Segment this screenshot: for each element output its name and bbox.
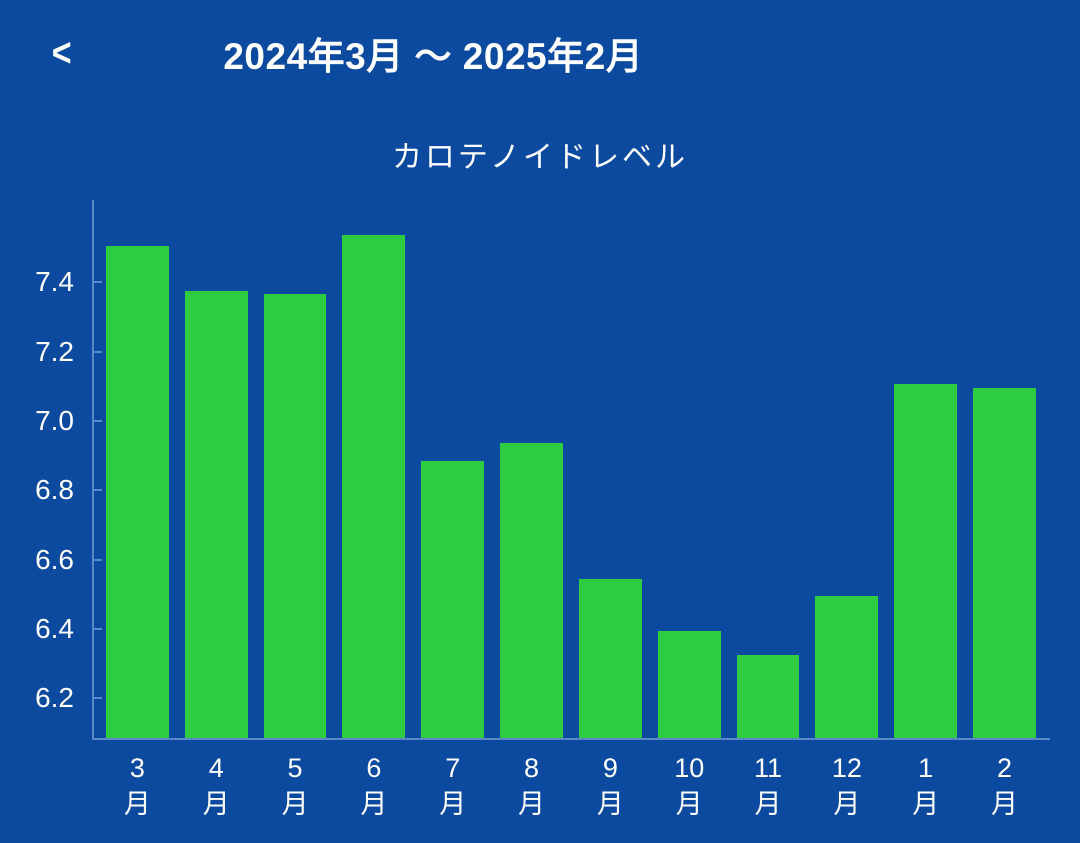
x-tick-label: 7 月 — [421, 750, 484, 823]
y-tick — [92, 420, 102, 422]
bar — [579, 579, 642, 738]
y-tick — [92, 559, 102, 561]
bar — [737, 655, 800, 738]
x-axis-line — [92, 738, 1050, 740]
bar — [264, 294, 327, 738]
y-tick — [92, 281, 102, 283]
y-tick-label: 6.4 — [35, 613, 92, 645]
x-tick-label: 8 月 — [500, 750, 563, 823]
carotenoid-chart: 6.26.46.66.87.07.27.4 3 月4 月5 月6 月7 月8 月… — [20, 220, 1060, 823]
bar — [185, 291, 248, 738]
bar-slot — [579, 579, 642, 738]
bars-container — [92, 220, 1050, 738]
bar-slot — [500, 443, 563, 738]
plot-area: 6.26.46.66.87.07.27.4 — [92, 220, 1050, 740]
bar-slot — [342, 235, 405, 738]
y-tick-label: 6.8 — [35, 474, 92, 506]
header: < 2024年3月 〜 2025年2月 — [0, 0, 1080, 90]
x-tick-label: 9 月 — [579, 750, 642, 823]
x-tick-label: 6 月 — [342, 750, 405, 823]
chart-subtitle: カロテノイドレベル — [0, 132, 1080, 176]
bar-slot — [658, 631, 721, 738]
bar-slot — [815, 596, 878, 738]
date-range-title: 2024年3月 〜 2025年2月 — [223, 26, 643, 80]
x-tick-label: 10 月 — [658, 750, 721, 823]
x-tick-label: 3 月 — [106, 750, 169, 823]
x-tick-label: 11 月 — [737, 750, 800, 823]
y-tick-label: 7.2 — [35, 336, 92, 368]
bar — [815, 596, 878, 738]
x-tick-label: 5 月 — [264, 750, 327, 823]
y-tick-label: 7.0 — [35, 405, 92, 437]
bar — [421, 461, 484, 738]
bar-slot — [973, 388, 1036, 738]
x-tick-label: 4 月 — [185, 750, 248, 823]
bar — [658, 631, 721, 738]
x-tick-label: 2 月 — [973, 750, 1036, 823]
x-labels: 3 月 4 月 5 月6 月 7 月 8 月 9 月 10 月 11 月12 月 1 月 2 月 — [92, 740, 1050, 823]
bar-slot — [106, 246, 169, 738]
y-tick — [92, 351, 102, 353]
y-tick-label: 6.6 — [35, 544, 92, 576]
bar — [973, 388, 1036, 738]
bar — [894, 384, 957, 738]
x-tick-label: 12 月 — [815, 750, 878, 823]
x-tick-label: 1 月 — [894, 750, 957, 823]
back-icon[interactable]: < — [52, 33, 72, 73]
bar-slot — [421, 461, 484, 738]
y-tick — [92, 489, 102, 491]
bar-slot — [894, 384, 957, 738]
y-tick — [92, 628, 102, 630]
y-tick-label: 6.2 — [35, 682, 92, 714]
bar-slot — [737, 655, 800, 738]
bar — [342, 235, 405, 738]
bar — [500, 443, 563, 738]
y-tick — [92, 697, 102, 699]
bar-slot — [185, 291, 248, 738]
bar-slot — [264, 294, 327, 738]
bar — [106, 246, 169, 738]
y-tick-label: 7.4 — [35, 266, 92, 298]
